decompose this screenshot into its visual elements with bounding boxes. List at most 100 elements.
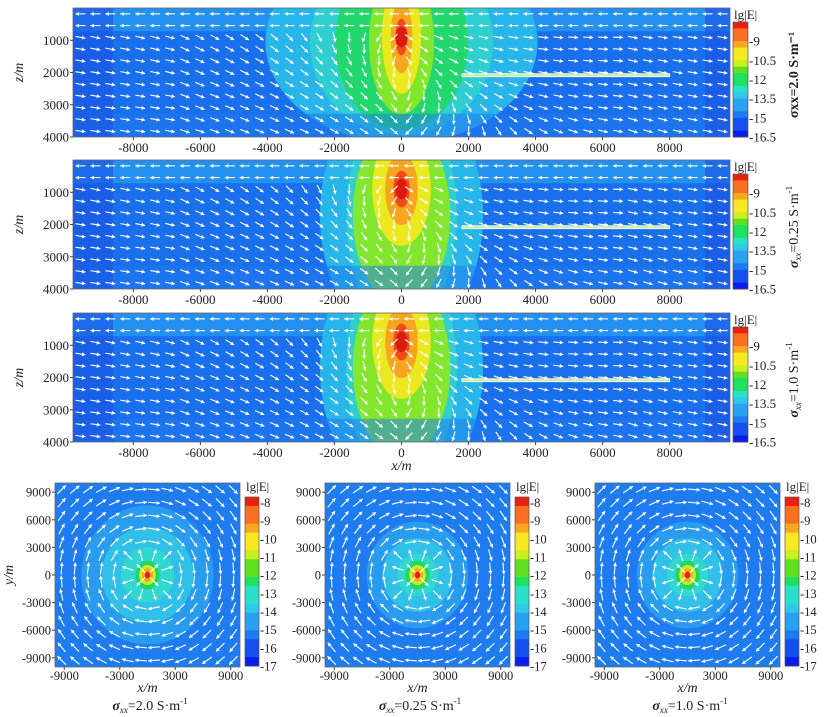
arrow-head — [514, 47, 519, 52]
arrow-head — [498, 246, 503, 251]
arrow-head — [179, 23, 184, 28]
arrow-head — [275, 246, 280, 251]
colorbar-tick-label: -10.5 — [749, 53, 776, 68]
field-arrow — [376, 196, 382, 206]
arrow-head — [678, 199, 683, 204]
field-arrow — [702, 199, 713, 204]
field-arrow — [464, 397, 473, 405]
field-arrow — [568, 269, 579, 274]
field-arrow — [59, 549, 65, 562]
field-arrow — [105, 35, 116, 40]
arrow-head — [141, 246, 146, 251]
field-arrow — [344, 280, 354, 287]
field-arrow — [75, 246, 86, 251]
arrow-head — [513, 106, 518, 111]
arrow-head — [392, 225, 397, 230]
field-arrow — [553, 222, 564, 227]
colorbar-segment — [733, 390, 748, 398]
arrow-head — [141, 129, 146, 134]
arrow-head — [129, 487, 134, 491]
field-arrow — [612, 82, 624, 87]
field-arrow — [359, 432, 369, 440]
field-arrow — [75, 82, 86, 87]
field-arrow — [374, 328, 385, 333]
arrow-head — [469, 340, 474, 345]
field-arrow — [284, 421, 295, 428]
arrow-head — [126, 234, 131, 239]
arrow-head — [392, 401, 397, 406]
field-arrow — [105, 117, 116, 122]
arrow-head — [111, 117, 116, 122]
field-arrow — [672, 246, 683, 251]
arrow-head — [514, 234, 519, 239]
arrow-head — [200, 258, 205, 263]
arrow-head — [559, 352, 564, 357]
field-arrow — [553, 199, 564, 204]
arrow-head — [209, 175, 214, 180]
field-arrow — [329, 128, 339, 134]
field-arrow — [612, 375, 624, 380]
arrow-head — [319, 270, 324, 274]
field-arrow — [524, 279, 533, 287]
arrow-head — [499, 234, 504, 239]
arrow-head — [90, 175, 94, 180]
arrow-head — [604, 117, 608, 122]
field-arrow — [86, 562, 91, 575]
field-arrow — [269, 175, 280, 180]
arrow-head — [633, 129, 638, 134]
arrow-head — [319, 388, 324, 393]
field-arrow — [389, 175, 400, 180]
field-arrow — [195, 422, 205, 427]
field-arrow — [284, 163, 295, 168]
arrow-head — [194, 23, 199, 28]
arrow-head — [244, 200, 250, 204]
field-arrow — [448, 23, 459, 28]
field-arrow — [568, 387, 579, 392]
arrow-head — [101, 524, 106, 529]
x-tick-label: -8000 — [118, 140, 148, 155]
arrow-head — [126, 269, 131, 274]
field-arrow — [568, 411, 579, 415]
field-arrow — [391, 207, 397, 218]
colorbar-segment — [733, 410, 748, 417]
field-arrow — [523, 316, 534, 321]
field-arrow — [508, 163, 519, 168]
field-arrow — [120, 117, 131, 122]
x-tick-label: 8000 — [657, 445, 683, 460]
arrow-head — [96, 105, 101, 110]
arrow-head — [663, 422, 668, 427]
field-arrow — [420, 68, 428, 77]
arrow-head — [314, 11, 318, 16]
field-arrow — [448, 328, 459, 333]
field-arrow — [330, 373, 339, 382]
arrow-head — [81, 352, 86, 357]
arrow-head — [274, 235, 279, 239]
arrow-head — [105, 328, 109, 333]
arrow-head — [478, 11, 483, 16]
field-arrow — [150, 47, 161, 52]
arrow-head — [215, 258, 220, 263]
field-arrow — [331, 44, 338, 54]
arrow-head — [329, 23, 333, 28]
field-arrow — [449, 374, 459, 381]
field-arrow — [195, 93, 205, 99]
arrow-head — [344, 11, 348, 16]
field-arrow — [448, 175, 459, 180]
arrow-head — [141, 94, 146, 99]
field-arrow — [717, 94, 728, 99]
arrow-head — [482, 131, 486, 136]
arrow-head — [723, 59, 728, 63]
arrow-head — [141, 70, 146, 75]
field-arrow — [330, 80, 339, 88]
field-arrow — [523, 268, 534, 275]
arrow-head — [141, 352, 146, 357]
arrow-head — [391, 49, 395, 54]
arrow-head — [693, 35, 698, 40]
arrow-head — [633, 94, 638, 99]
field-arrow — [135, 387, 146, 392]
arrow-head — [589, 222, 594, 227]
arrow-head — [438, 377, 443, 381]
conductivity-label: σxx=0.25 S·m-1 — [784, 186, 803, 268]
arrow-head — [111, 222, 116, 227]
field-arrow — [657, 258, 668, 262]
